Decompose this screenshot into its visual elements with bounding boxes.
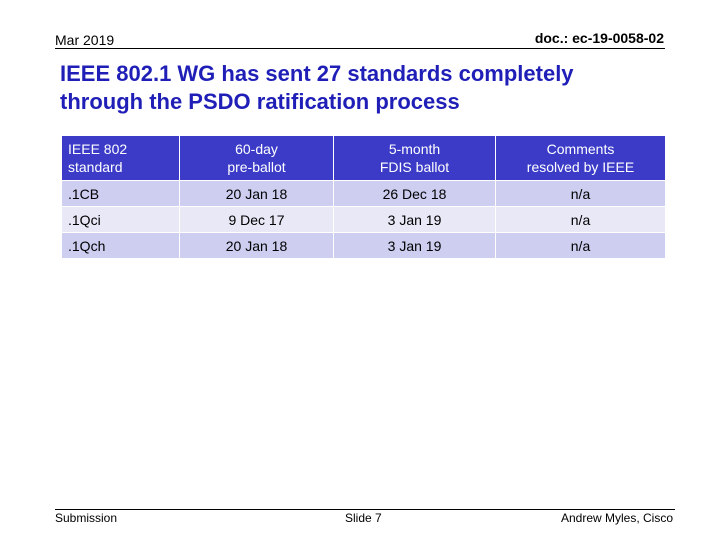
standards-table: IEEE 802 standard 60-day pre-ballot 5-mo… — [61, 135, 666, 259]
column-header-line: resolved by IEEE — [526, 159, 635, 175]
table-cell-standard: .1Qci — [61, 206, 180, 233]
table-header-row: IEEE 802 standard 60-day pre-ballot 5-mo… — [61, 135, 666, 181]
table-cell-pre-ballot: 9 Dec 17 — [179, 206, 334, 233]
slide-title-line-1: IEEE 802.1 WG has sent 27 standards comp… — [60, 61, 574, 86]
table-cell-comments: n/a — [495, 180, 666, 207]
table-cell-fdis-ballot: 3 Jan 19 — [333, 232, 496, 259]
column-header-standard: IEEE 802 standard — [61, 135, 180, 181]
column-header-line: pre-ballot — [227, 159, 286, 175]
table-cell-pre-ballot: 20 Jan 18 — [179, 180, 334, 207]
column-header-line: Comments — [546, 141, 615, 157]
header-divider — [55, 48, 665, 49]
slide-title-line-2: through the PSDO ratification process — [60, 89, 460, 114]
column-header-line: FDIS ballot — [379, 159, 450, 175]
column-header-line: 5-month — [388, 141, 441, 157]
table-row: .1Qch 20 Jan 18 3 Jan 19 n/a — [61, 232, 666, 259]
table-cell-comments: n/a — [495, 232, 666, 259]
table-row: .1CB 20 Jan 18 26 Dec 18 n/a — [61, 180, 666, 207]
column-header-line: 60-day — [235, 141, 278, 157]
table-cell-fdis-ballot: 26 Dec 18 — [333, 180, 496, 207]
header-date: Mar 2019 — [55, 32, 115, 48]
table-cell-standard: .1Qch — [61, 232, 180, 259]
header-doc-id: doc.: ec-19-0058-02 — [534, 30, 664, 46]
footer-author: Andrew Myles, Cisco — [560, 511, 673, 525]
footer-submission: Submission — [55, 511, 118, 525]
slide-title: IEEE 802.1 WG has sent 27 standards comp… — [60, 60, 670, 116]
table-cell-comments: n/a — [495, 206, 666, 233]
table-cell-fdis-ballot: 3 Jan 19 — [333, 206, 496, 233]
column-header-line: standard — [68, 159, 123, 175]
table-cell-standard: .1CB — [61, 180, 180, 207]
column-header-comments: Comments resolved by IEEE — [495, 135, 666, 181]
footer-divider — [55, 509, 675, 510]
column-header-line: IEEE 802 — [68, 141, 128, 157]
footer-slide-number: Slide 7 — [345, 511, 382, 525]
table-row: .1Qci 9 Dec 17 3 Jan 19 n/a — [61, 206, 666, 233]
column-header-fdis-ballot: 5-month FDIS ballot — [333, 135, 496, 181]
table-cell-pre-ballot: 20 Jan 18 — [179, 232, 334, 259]
column-header-pre-ballot: 60-day pre-ballot — [179, 135, 334, 181]
